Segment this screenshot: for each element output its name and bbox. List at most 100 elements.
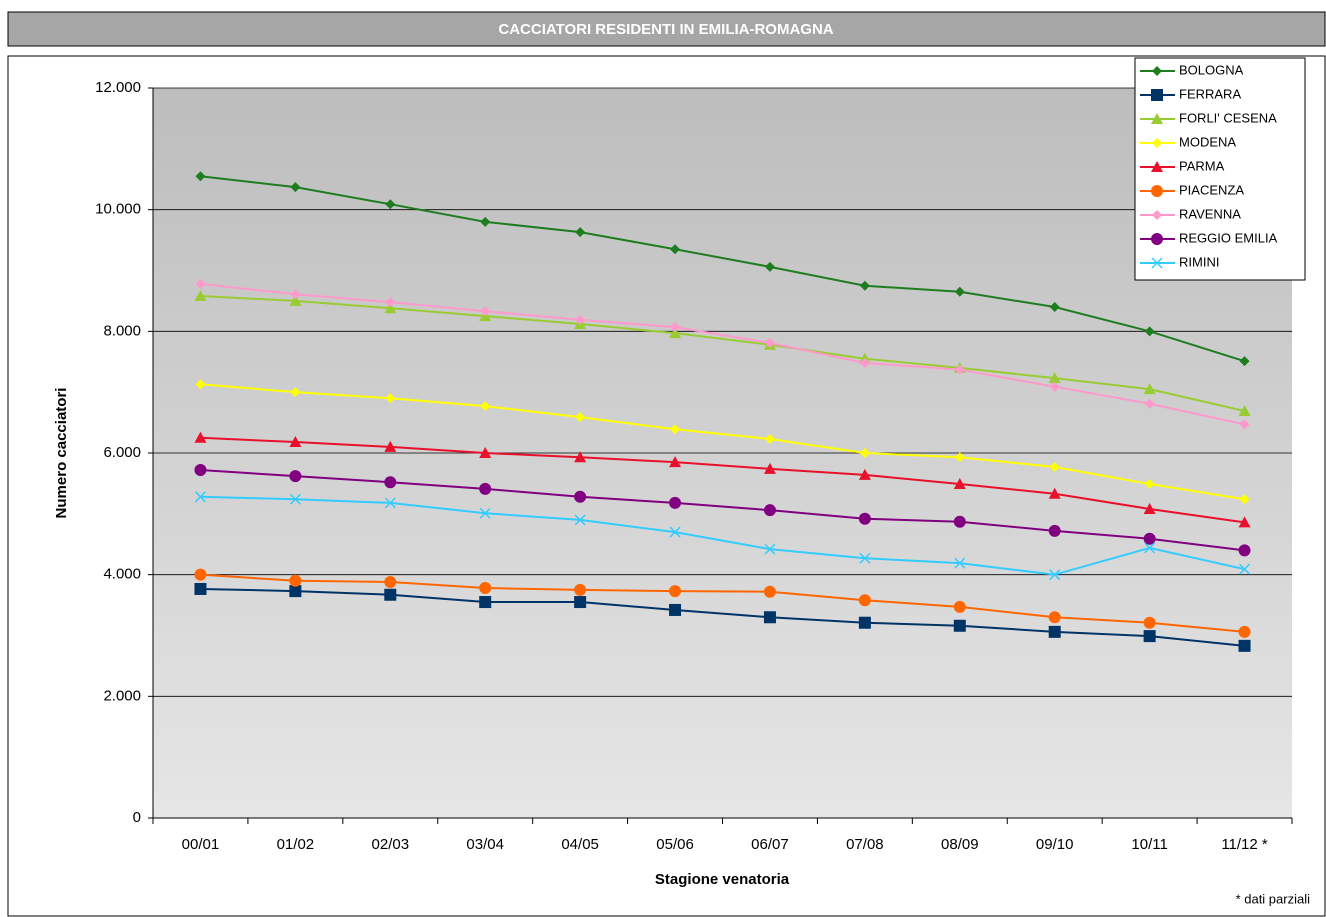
- point: [289, 294, 302, 306]
- point: [575, 314, 586, 325]
- point: [859, 280, 870, 291]
- x-tick-label: 07/08: [846, 836, 884, 853]
- legend-label: BOLOGNA: [1179, 62, 1244, 77]
- series-line: [200, 282, 1245, 426]
- point: [290, 182, 301, 193]
- point: [1048, 487, 1061, 499]
- point: [479, 482, 492, 495]
- point: [195, 278, 206, 289]
- series-line: [200, 573, 1245, 633]
- point: [1143, 616, 1156, 629]
- point: [479, 596, 492, 609]
- point: [194, 431, 207, 443]
- point: [764, 337, 775, 348]
- point: [764, 434, 775, 445]
- point: [574, 490, 587, 503]
- legend-label: REGGIO EMILIA: [1179, 230, 1278, 245]
- chart-title: CACCIATORI RESIDENTI IN EMILIA-ROMAGNA: [498, 21, 833, 38]
- x-tick-label: 10/11: [1131, 836, 1167, 853]
- x-tick-label: 04/05: [561, 836, 599, 853]
- y-tick-label: 2.000: [103, 687, 141, 704]
- point: [574, 451, 587, 463]
- y-tick-label: 0: [133, 809, 141, 826]
- point: [384, 440, 397, 452]
- point: [1144, 398, 1155, 409]
- legend-label: RIMINI: [1179, 254, 1219, 269]
- point: [194, 568, 207, 581]
- legend-marker: [1151, 161, 1163, 172]
- point: [289, 470, 302, 483]
- point: [670, 244, 681, 255]
- point: [858, 594, 871, 607]
- series-line: [200, 383, 1245, 501]
- point: [1048, 611, 1061, 624]
- point: [670, 322, 681, 333]
- legend-marker: [1151, 257, 1163, 269]
- point: [574, 596, 587, 609]
- point: [289, 493, 301, 505]
- point: [1238, 516, 1251, 528]
- x-tick-label: 11/12 *: [1221, 836, 1268, 853]
- point: [669, 456, 682, 468]
- point: [669, 496, 682, 509]
- point: [953, 515, 966, 528]
- x-tick-label: 06/07: [751, 836, 789, 853]
- point: [290, 289, 301, 300]
- point: [384, 497, 396, 509]
- series-line: [200, 175, 1245, 363]
- point: [763, 504, 776, 517]
- x-tick-label: 03/04: [466, 836, 504, 853]
- point: [574, 583, 587, 596]
- point: [764, 543, 776, 555]
- y-tick-label: 12.000: [95, 79, 141, 96]
- point: [384, 575, 397, 588]
- y-tick-label: 10.000: [95, 201, 141, 218]
- y-tick-label: 6.000: [103, 444, 141, 461]
- point: [669, 603, 682, 616]
- point: [1238, 625, 1251, 638]
- point: [574, 514, 586, 526]
- point: [1049, 461, 1060, 472]
- point: [1048, 524, 1061, 537]
- series-line: [200, 495, 1245, 576]
- point: [954, 286, 965, 297]
- point: [1049, 381, 1060, 392]
- point: [669, 526, 681, 538]
- point: [194, 582, 207, 595]
- point: [385, 199, 396, 210]
- point: [1239, 356, 1250, 367]
- x-tick-label: 01/02: [277, 836, 315, 853]
- point: [859, 552, 871, 564]
- point: [384, 476, 397, 489]
- legend-label: PIACENZA: [1179, 182, 1244, 197]
- point: [289, 585, 302, 598]
- legend-marker: [1151, 185, 1163, 197]
- y-tick-label: 8.000: [103, 322, 141, 339]
- x-tick-label: 02/03: [372, 836, 410, 853]
- point: [763, 585, 776, 598]
- point: [858, 616, 871, 629]
- point: [575, 227, 586, 238]
- point: [763, 611, 776, 624]
- point: [764, 261, 775, 272]
- point: [858, 512, 871, 525]
- point: [289, 436, 302, 448]
- point: [1143, 630, 1156, 643]
- point: [1143, 383, 1156, 395]
- point: [1239, 563, 1251, 575]
- point: [1144, 479, 1155, 490]
- point: [480, 306, 491, 317]
- point: [1238, 544, 1251, 557]
- point: [480, 216, 491, 227]
- series-line: [200, 587, 1245, 647]
- point: [953, 478, 966, 490]
- point: [1048, 625, 1061, 638]
- point: [1238, 639, 1251, 652]
- point: [195, 171, 206, 182]
- point: [953, 600, 966, 613]
- x-tick-label: 09/10: [1036, 836, 1074, 853]
- y-axis-label: Numero cacciatori: [53, 388, 70, 519]
- x-tick-label: 08/09: [941, 836, 979, 853]
- point: [1144, 326, 1155, 337]
- x-tick-label: 05/06: [656, 836, 694, 853]
